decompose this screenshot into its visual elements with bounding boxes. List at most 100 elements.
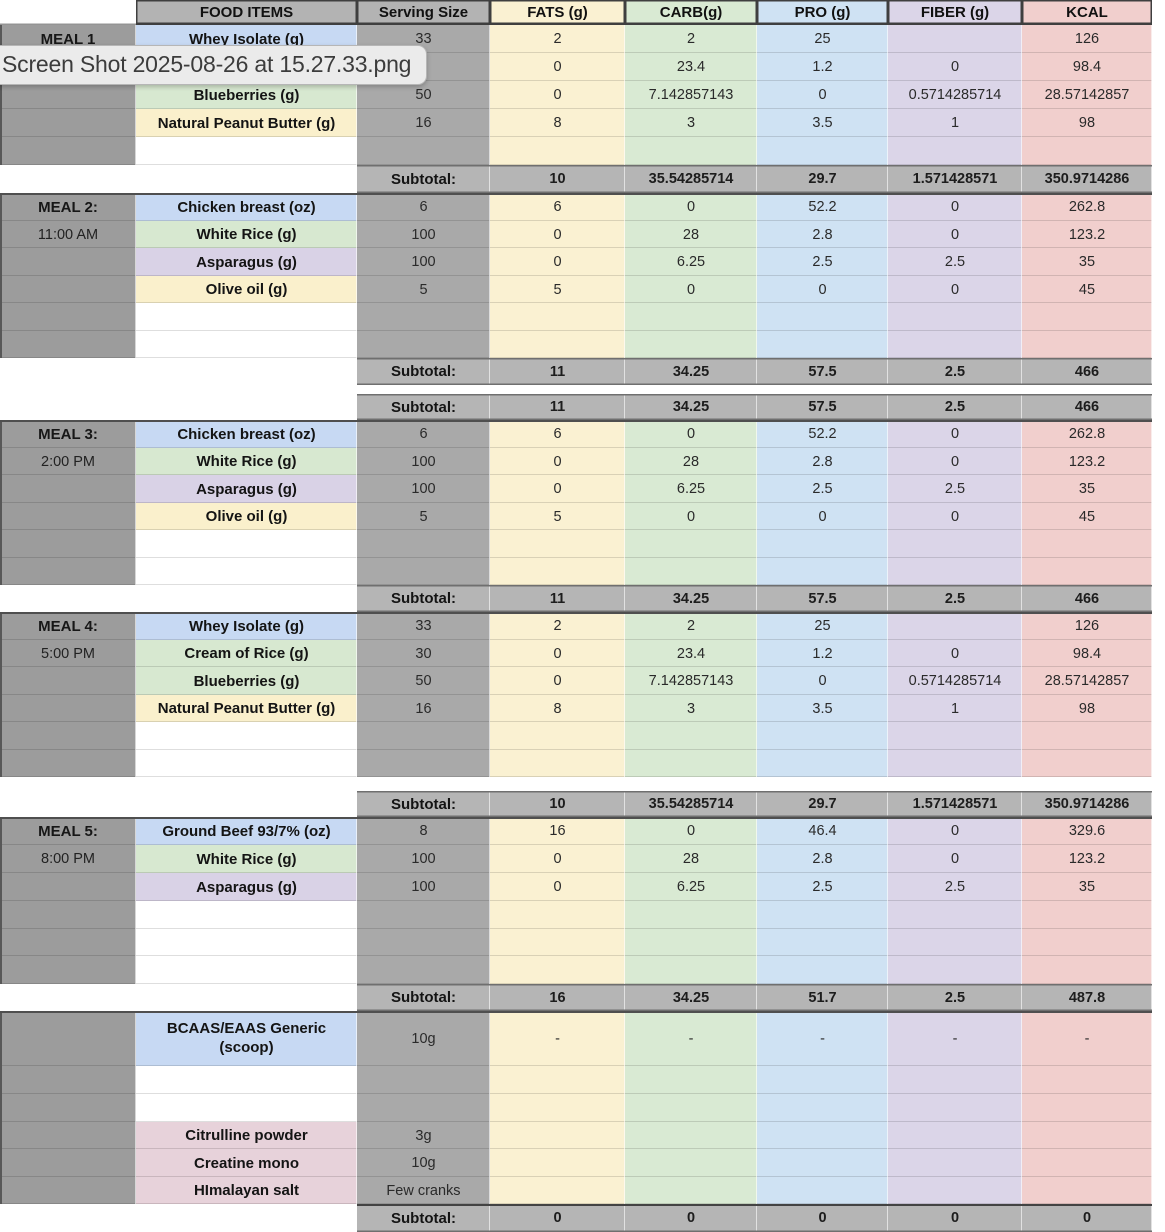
carb-value-cell: 6.25 xyxy=(625,475,757,503)
food-item-cell: Asparagus (g) xyxy=(136,248,357,276)
kcal-value-cell: 123.2 xyxy=(1022,221,1152,248)
meal-time-cell xyxy=(0,503,136,530)
pro-value-cell xyxy=(757,750,888,777)
subtotal-label-cell: Subtotal: xyxy=(357,984,490,1011)
meal-label-cell: MEAL 4: xyxy=(0,612,136,640)
meal-label-cell: MEAL 2: xyxy=(0,193,136,221)
table-row: Creatine mono 10g xyxy=(0,1149,1152,1177)
fiber-value-cell: 2.5 xyxy=(888,585,1022,612)
serving-size-cell xyxy=(357,558,490,585)
carb-value-cell: 34.25 xyxy=(625,358,757,385)
kcal-value-cell: 466 xyxy=(1022,585,1152,612)
food-item-cell: White Rice (g) xyxy=(136,221,357,248)
food-item-cell: Natural Peanut Butter (g) xyxy=(136,109,357,137)
meal-time-cell: 5:00 PM xyxy=(0,640,136,667)
pro-value-cell xyxy=(757,1177,888,1204)
serving-size-cell xyxy=(357,137,490,165)
pro-value-cell: 0 xyxy=(757,276,888,303)
meal-time-cell xyxy=(0,667,136,695)
pro-value-cell: 51.7 xyxy=(757,984,888,1011)
meal-time-cell xyxy=(0,558,136,585)
meal-label-cell: MEAL 5: xyxy=(0,817,136,845)
carb-value-cell: 28 xyxy=(625,221,757,248)
pro-value-cell: 0 xyxy=(757,81,888,109)
serving-size-cell: Few cranks xyxy=(357,1177,490,1204)
food-item-cell: Blueberries (g) xyxy=(136,81,357,109)
pro-value-cell: 57.5 xyxy=(757,394,888,420)
table-row: Asparagus (g) 100 0 6.25 2.5 2.5 35 xyxy=(0,248,1152,276)
carb-value-cell xyxy=(625,137,757,165)
table-row: Natural Peanut Butter (g) 16 8 3 3.5 1 98 xyxy=(0,695,1152,722)
pro-value-cell xyxy=(757,331,888,358)
pro-value-cell: 57.5 xyxy=(757,585,888,612)
carb-value-cell: 0 xyxy=(625,420,757,448)
fats-value-cell xyxy=(490,303,625,331)
food-item-cell xyxy=(136,750,357,777)
kcal-value-cell: 466 xyxy=(1022,358,1152,385)
fats-value-cell: 2 xyxy=(490,25,625,53)
meal-label-cell xyxy=(0,791,136,817)
carb-value-cell: 35.54285714 xyxy=(625,791,757,817)
kcal-value-cell: 28.57142857 xyxy=(1022,667,1152,695)
fiber-value-cell: 0 xyxy=(888,193,1022,221)
kcal-value-cell xyxy=(1022,929,1152,956)
subtotal-row: Subtotal: 10 35.54285714 29.7 1.571428571 350… xyxy=(0,165,1152,193)
pro-value-cell: 25 xyxy=(757,612,888,640)
carb-value-cell: 34.25 xyxy=(625,394,757,420)
serving-size-cell: 5 xyxy=(357,503,490,530)
fiber-value-cell xyxy=(888,722,1022,750)
pro-value-cell: 29.7 xyxy=(757,791,888,817)
kcal-value-cell: 28.57142857 xyxy=(1022,81,1152,109)
kcal-value-cell xyxy=(1022,1122,1152,1149)
serving-size-cell: 100 xyxy=(357,221,490,248)
carb-value-cell: 0 xyxy=(625,1204,757,1232)
fiber-value-cell: 0 xyxy=(888,503,1022,530)
fiber-value-cell xyxy=(888,558,1022,585)
food-item-cell: Blueberries (g) xyxy=(136,667,357,695)
pro-value-cell: 0 xyxy=(757,667,888,695)
fats-value-cell xyxy=(490,722,625,750)
pro-value-cell: 3.5 xyxy=(757,695,888,722)
food-item-cell xyxy=(136,1094,357,1122)
carb-value-cell xyxy=(625,1094,757,1122)
pro-value-cell: 1.2 xyxy=(757,53,888,81)
kcal-value-cell: 98 xyxy=(1022,695,1152,722)
meal-time-cell xyxy=(0,929,136,956)
stitch-seam-row xyxy=(0,777,1152,791)
fiber-value-cell: 0 xyxy=(888,817,1022,845)
kcal-value-cell: 45 xyxy=(1022,503,1152,530)
table-row xyxy=(0,530,1152,558)
fats-value-cell xyxy=(490,1149,625,1177)
serving-size-cell: 6 xyxy=(357,420,490,448)
table-row xyxy=(0,558,1152,585)
column-header: CARB(g) xyxy=(625,0,757,25)
serving-size-cell xyxy=(357,331,490,358)
fiber-value-cell: 2.5 xyxy=(888,248,1022,276)
fiber-value-cell: 2.5 xyxy=(888,873,1022,901)
fats-value-cell: 10 xyxy=(490,165,625,193)
fiber-value-cell: 2.5 xyxy=(888,394,1022,420)
fiber-value-cell xyxy=(888,303,1022,331)
fats-value-cell: 0 xyxy=(490,248,625,276)
fats-value-cell: 8 xyxy=(490,109,625,137)
fiber-value-cell xyxy=(888,137,1022,165)
food-item-cell xyxy=(136,901,357,929)
food-item-cell xyxy=(136,358,357,385)
serving-size-cell: 3g xyxy=(357,1122,490,1149)
serving-size-cell: 10g xyxy=(357,1011,490,1066)
food-item-cell xyxy=(136,558,357,585)
fiber-value-cell: 1 xyxy=(888,109,1022,137)
column-header: FATS (g) xyxy=(490,0,625,25)
fiber-value-cell: 0.5714285714 xyxy=(888,81,1022,109)
kcal-value-cell: 262.8 xyxy=(1022,193,1152,221)
pro-value-cell: 2.8 xyxy=(757,845,888,873)
fats-value-cell xyxy=(490,1122,625,1149)
kcal-value-cell: 98 xyxy=(1022,109,1152,137)
serving-size-cell: 100 xyxy=(357,845,490,873)
meal-time-cell xyxy=(0,695,136,722)
food-item-cell xyxy=(136,303,357,331)
kcal-value-cell: 466 xyxy=(1022,394,1152,420)
subtotal-row: Subtotal: 11 34.25 57.5 2.5 466 xyxy=(0,585,1152,612)
table-row: MEAL 2: Chicken breast (oz) 6 6 0 52.2 0 262.8 xyxy=(0,193,1152,221)
